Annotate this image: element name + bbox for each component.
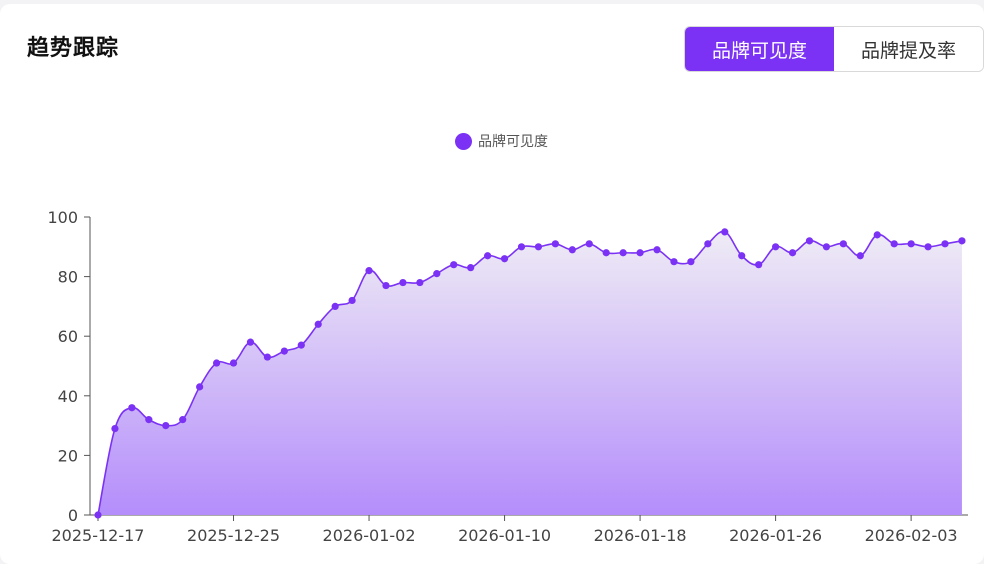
data-point[interactable] <box>873 231 881 239</box>
data-point[interactable] <box>907 240 915 248</box>
data-point[interactable] <box>314 320 322 328</box>
data-point[interactable] <box>890 240 898 248</box>
data-point[interactable] <box>331 302 339 310</box>
data-point[interactable] <box>450 261 458 269</box>
data-point[interactable] <box>297 341 305 349</box>
data-point[interactable] <box>263 353 271 361</box>
data-point[interactable] <box>145 416 153 424</box>
data-point[interactable] <box>704 240 712 248</box>
data-point[interactable] <box>856 252 864 260</box>
data-point[interactable] <box>670 258 678 266</box>
x-tick-label: 2025-12-17 <box>52 526 145 545</box>
legend-label: 品牌可见度 <box>478 134 548 150</box>
data-point[interactable] <box>534 243 543 251</box>
data-point[interactable] <box>399 278 407 287</box>
series-area <box>98 231 962 515</box>
data-point[interactable] <box>941 240 949 248</box>
data-point[interactable] <box>924 243 932 251</box>
data-point[interactable] <box>162 422 170 430</box>
data-point[interactable] <box>365 267 373 275</box>
data-point[interactable] <box>772 243 780 251</box>
data-point[interactable] <box>94 511 102 519</box>
x-tick-label: 2026-01-10 <box>458 526 551 545</box>
metric-toggle: 品牌可见度 品牌提及率 <box>684 26 984 72</box>
x-tick-label: 2026-01-18 <box>594 526 687 545</box>
data-point[interactable] <box>585 240 593 248</box>
data-point[interactable] <box>687 258 695 266</box>
data-point[interactable] <box>382 281 390 290</box>
data-point[interactable] <box>484 252 492 260</box>
data-point[interactable] <box>958 237 966 245</box>
data-point[interactable] <box>229 359 238 367</box>
data-point[interactable] <box>551 240 559 248</box>
data-point[interactable] <box>246 338 255 346</box>
data-point[interactable] <box>788 249 797 257</box>
data-point[interactable] <box>517 243 526 251</box>
data-point[interactable] <box>128 404 136 412</box>
data-point[interactable] <box>755 261 763 269</box>
chart-legend[interactable]: 品牌可见度 <box>455 131 548 151</box>
data-point[interactable] <box>416 278 424 287</box>
y-tick-label: 40 <box>58 387 78 406</box>
data-point[interactable] <box>805 237 814 245</box>
y-tick-label: 20 <box>58 446 78 465</box>
y-tick-label: 0 <box>68 506 78 525</box>
y-tick-label: 80 <box>58 268 78 287</box>
data-point[interactable] <box>738 252 746 260</box>
data-point[interactable] <box>348 296 356 305</box>
data-point[interactable] <box>467 264 475 272</box>
data-point[interactable] <box>433 270 441 278</box>
data-point[interactable] <box>500 255 509 263</box>
y-tick-label: 60 <box>58 327 78 346</box>
data-point[interactable] <box>568 246 576 254</box>
series-line <box>97 230 963 516</box>
x-tick-label: 2026-02-03 <box>865 526 958 545</box>
tab-brand-visibility[interactable]: 品牌可见度 <box>685 27 834 71</box>
data-point[interactable] <box>179 416 187 424</box>
data-point[interactable] <box>839 240 847 248</box>
y-tick-label: 100 <box>47 208 78 227</box>
data-point[interactable] <box>721 228 729 236</box>
data-point[interactable] <box>111 424 119 433</box>
x-tick-label: 2026-01-26 <box>729 526 822 545</box>
data-point[interactable] <box>196 383 204 391</box>
tab-brand-mention-rate[interactable]: 品牌提及率 <box>834 27 983 71</box>
data-point[interactable] <box>619 249 627 257</box>
data-point[interactable] <box>636 249 644 257</box>
x-tick-label: 2026-01-02 <box>323 526 416 545</box>
legend-marker <box>455 132 472 150</box>
data-point[interactable] <box>653 246 661 254</box>
data-point[interactable] <box>822 243 831 251</box>
card-title: 趋势跟踪 <box>27 36 120 61</box>
data-point[interactable] <box>602 249 610 257</box>
data-point[interactable] <box>280 347 288 355</box>
x-tick-label: 2025-12-25 <box>187 526 280 545</box>
data-point[interactable] <box>212 359 221 367</box>
